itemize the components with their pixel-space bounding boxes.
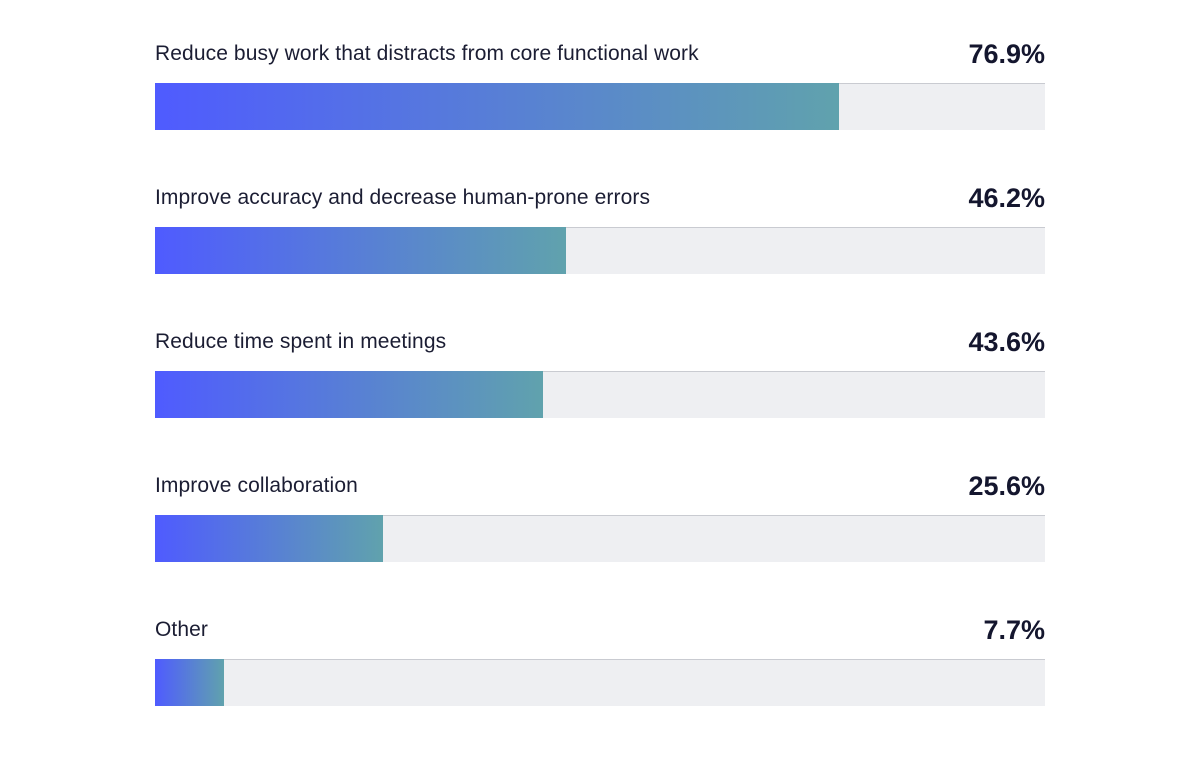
bar-fill xyxy=(155,227,566,274)
bar-track xyxy=(155,371,1045,418)
bar-track xyxy=(155,515,1045,562)
bar-row: Improve accuracy and decrease human-pron… xyxy=(155,183,1045,328)
bar-chart: Reduce busy work that distracts from cor… xyxy=(155,39,1045,760)
bar-track xyxy=(155,83,1045,130)
bar-value-label: 7.7% xyxy=(983,615,1045,645)
bar-label: Other xyxy=(155,618,209,641)
bar-label: Reduce time spent in meetings xyxy=(155,330,447,353)
bar-track xyxy=(155,227,1045,274)
bar-row: Other 7.7% xyxy=(155,615,1045,760)
bar-value-label: 43.6% xyxy=(968,327,1045,357)
bar-row: Improve collaboration 25.6% xyxy=(155,471,1045,616)
bar-label: Improve collaboration xyxy=(155,474,358,497)
bar-fill xyxy=(155,515,383,562)
bar-value-label: 76.9% xyxy=(968,39,1045,69)
bar-value-label: 46.2% xyxy=(968,183,1045,213)
bar-row: Reduce time spent in meetings 43.6% xyxy=(155,327,1045,472)
bar-fill xyxy=(155,659,224,706)
bar-value-label: 25.6% xyxy=(968,471,1045,501)
bar-row: Reduce busy work that distracts from cor… xyxy=(155,39,1045,184)
bar-label: Improve accuracy and decrease human-pron… xyxy=(155,186,651,209)
bar-fill xyxy=(155,371,543,418)
bar-track xyxy=(155,659,1045,706)
bar-label: Reduce busy work that distracts from cor… xyxy=(155,42,699,65)
bar-fill xyxy=(155,83,839,130)
